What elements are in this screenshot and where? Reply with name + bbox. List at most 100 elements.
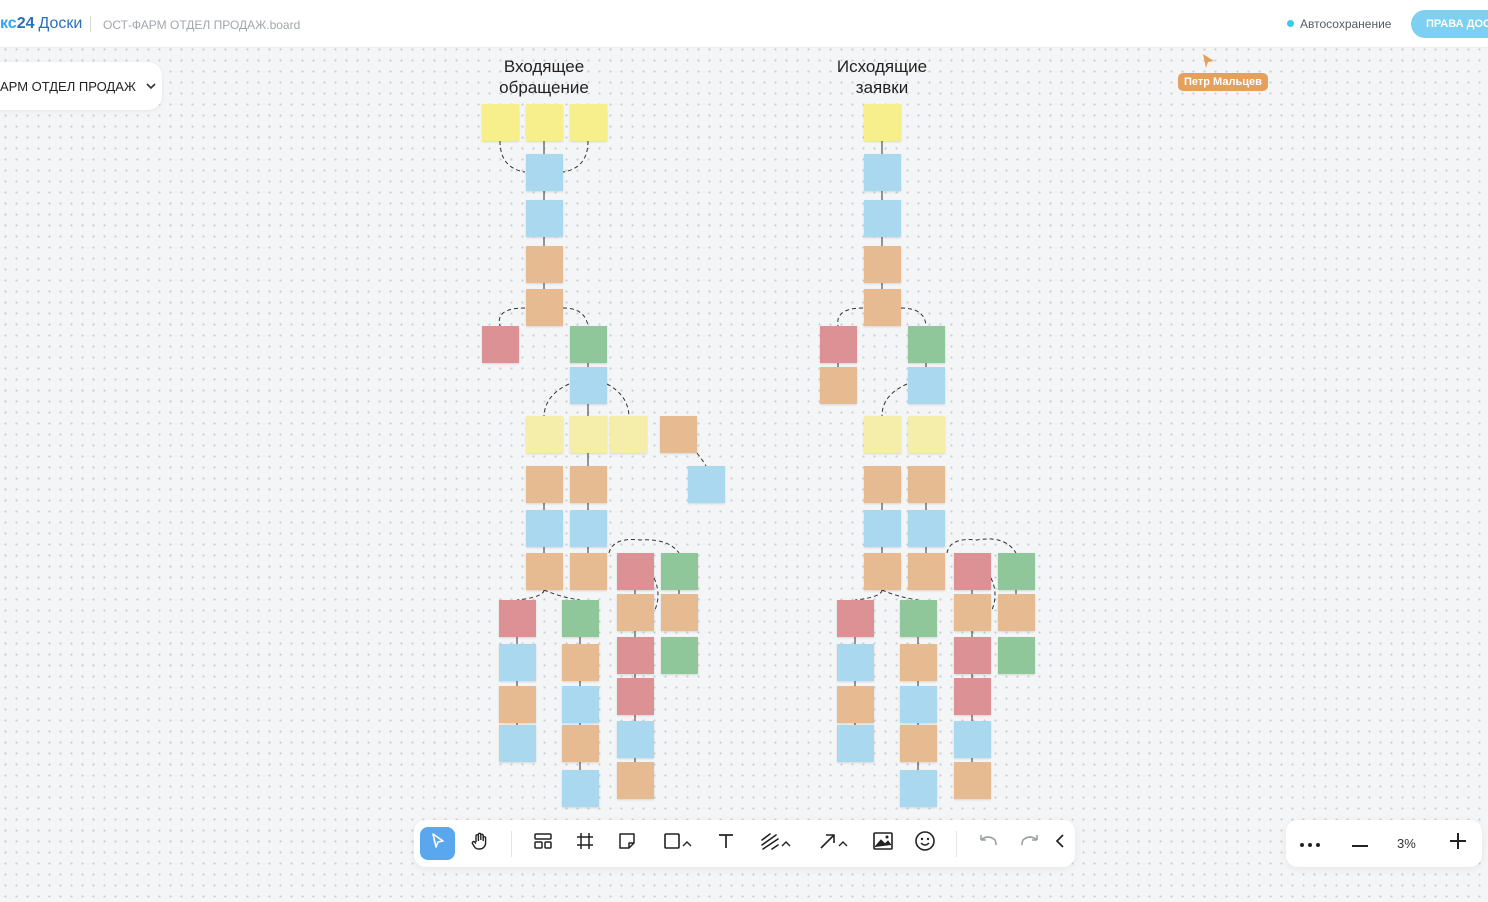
sticky-note[interactable]	[864, 200, 901, 237]
sticky-note[interactable]	[661, 553, 698, 590]
sticky-note[interactable]	[864, 246, 901, 283]
sticky-note[interactable]	[954, 678, 991, 715]
sticky-note[interactable]	[570, 416, 607, 453]
sticky-note[interactable]	[900, 770, 937, 807]
sticky-note[interactable]	[864, 289, 901, 326]
sticky-note[interactable]	[864, 466, 901, 503]
sticky-note[interactable]	[864, 416, 901, 453]
sticky-note[interactable]	[900, 644, 937, 681]
sticky-note[interactable]	[908, 466, 945, 503]
sticky-note[interactable]	[526, 510, 563, 547]
sticky-note[interactable]	[526, 104, 563, 141]
sticky-note[interactable]	[998, 594, 1035, 631]
sticky-note[interactable]	[908, 553, 945, 590]
templates-button[interactable]	[528, 827, 558, 860]
sticky-note[interactable]	[617, 721, 654, 758]
sticky-note[interactable]	[610, 416, 647, 453]
hand-tool-button[interactable]	[464, 827, 496, 860]
undo-button[interactable]	[973, 827, 1003, 860]
zoom-in-button[interactable]	[1444, 827, 1472, 860]
sticky-note[interactable]	[562, 686, 599, 723]
sticky-note[interactable]	[482, 326, 519, 363]
sticky-note[interactable]	[526, 416, 563, 453]
shape-tool-button[interactable]	[656, 827, 698, 860]
sticky-note[interactable]	[837, 725, 874, 762]
access-rights-button[interactable]: ПРАВА ДОСТУПА	[1411, 10, 1488, 38]
sticky-note[interactable]	[688, 466, 725, 503]
board-selector[interactable]: АРМ ОТДЕЛ ПРОДАЖ	[0, 62, 162, 110]
sticky-note[interactable]	[660, 416, 697, 453]
board-file-name[interactable]: ОСТ-ФАРМ ОТДЕЛ ПРОДАЖ.board	[103, 18, 301, 32]
frame-tool-button[interactable]	[570, 827, 600, 860]
sticky-note[interactable]	[526, 553, 563, 590]
pen-tool-button[interactable]	[754, 827, 796, 860]
brand-logo[interactable]: кс24 Доски	[0, 15, 82, 33]
sticky-note[interactable]	[499, 644, 536, 681]
sticky-note[interactable]	[570, 104, 607, 141]
sticky-note[interactable]	[570, 326, 607, 363]
sticky-note[interactable]	[908, 510, 945, 547]
sticky-note[interactable]	[570, 553, 607, 590]
sticky-note[interactable]	[562, 770, 599, 807]
sticky-note[interactable]	[908, 416, 945, 453]
sticky-note[interactable]	[570, 466, 607, 503]
sticky-note[interactable]	[837, 644, 874, 681]
sticky-note[interactable]	[499, 686, 536, 723]
more-dots-icon	[1299, 835, 1321, 853]
sticky-note[interactable]	[617, 553, 654, 590]
sticky-note[interactable]	[562, 644, 599, 681]
sticky-note[interactable]	[900, 600, 937, 637]
sticky-note[interactable]	[617, 762, 654, 799]
collapse-toolbar-button[interactable]	[1051, 827, 1069, 860]
sticky-note[interactable]	[908, 326, 945, 363]
sticky-note[interactable]	[499, 600, 536, 637]
sticky-note[interactable]	[864, 104, 901, 141]
sticky-note[interactable]	[900, 686, 937, 723]
zoom-level[interactable]: 3%	[1397, 836, 1416, 851]
sticky-note[interactable]	[820, 367, 857, 404]
column-title-outgoing[interactable]: Исходящие заявки	[802, 56, 962, 98]
emoji-button[interactable]	[910, 827, 940, 860]
sticky-note[interactable]	[998, 637, 1035, 674]
sticky-note[interactable]	[837, 686, 874, 723]
sticky-note[interactable]	[617, 594, 654, 631]
image-upload-button[interactable]	[868, 827, 898, 860]
sticky-note[interactable]	[562, 725, 599, 762]
sticky-note[interactable]	[661, 637, 698, 674]
sticky-note[interactable]	[954, 594, 991, 631]
sticky-note-tool-button[interactable]	[612, 827, 642, 860]
sticky-note[interactable]	[526, 200, 563, 237]
sticky-note[interactable]	[499, 725, 536, 762]
sticky-note[interactable]	[954, 721, 991, 758]
column-title-incoming[interactable]: Входящее обращение	[464, 56, 624, 98]
sticky-note[interactable]	[864, 510, 901, 547]
redo-button[interactable]	[1015, 827, 1045, 860]
sticky-note[interactable]	[864, 553, 901, 590]
sticky-note[interactable]	[570, 510, 607, 547]
sticky-note[interactable]	[526, 466, 563, 503]
sticky-note[interactable]	[820, 326, 857, 363]
sticky-note[interactable]	[954, 553, 991, 590]
sticky-note[interactable]	[617, 637, 654, 674]
sticky-note[interactable]	[954, 762, 991, 799]
sticky-note[interactable]	[998, 553, 1035, 590]
text-tool-button[interactable]	[712, 827, 740, 860]
more-options-button[interactable]	[1296, 827, 1324, 860]
sticky-note[interactable]	[954, 637, 991, 674]
sticky-note[interactable]	[617, 678, 654, 715]
sticky-note[interactable]	[562, 600, 599, 637]
sticky-note[interactable]	[570, 367, 607, 404]
sticky-note[interactable]	[482, 104, 519, 141]
sticky-note[interactable]	[526, 154, 563, 191]
sticky-note[interactable]	[900, 725, 937, 762]
plus-icon	[1449, 832, 1467, 855]
sticky-note[interactable]	[864, 154, 901, 191]
sticky-note[interactable]	[526, 289, 563, 326]
sticky-note[interactable]	[661, 594, 698, 631]
sticky-note[interactable]	[908, 367, 945, 404]
sticky-note[interactable]	[837, 600, 874, 637]
sticky-note[interactable]	[526, 246, 563, 283]
arrow-tool-button[interactable]	[812, 827, 854, 860]
zoom-out-button[interactable]	[1346, 827, 1374, 860]
select-tool-button[interactable]	[420, 827, 455, 860]
